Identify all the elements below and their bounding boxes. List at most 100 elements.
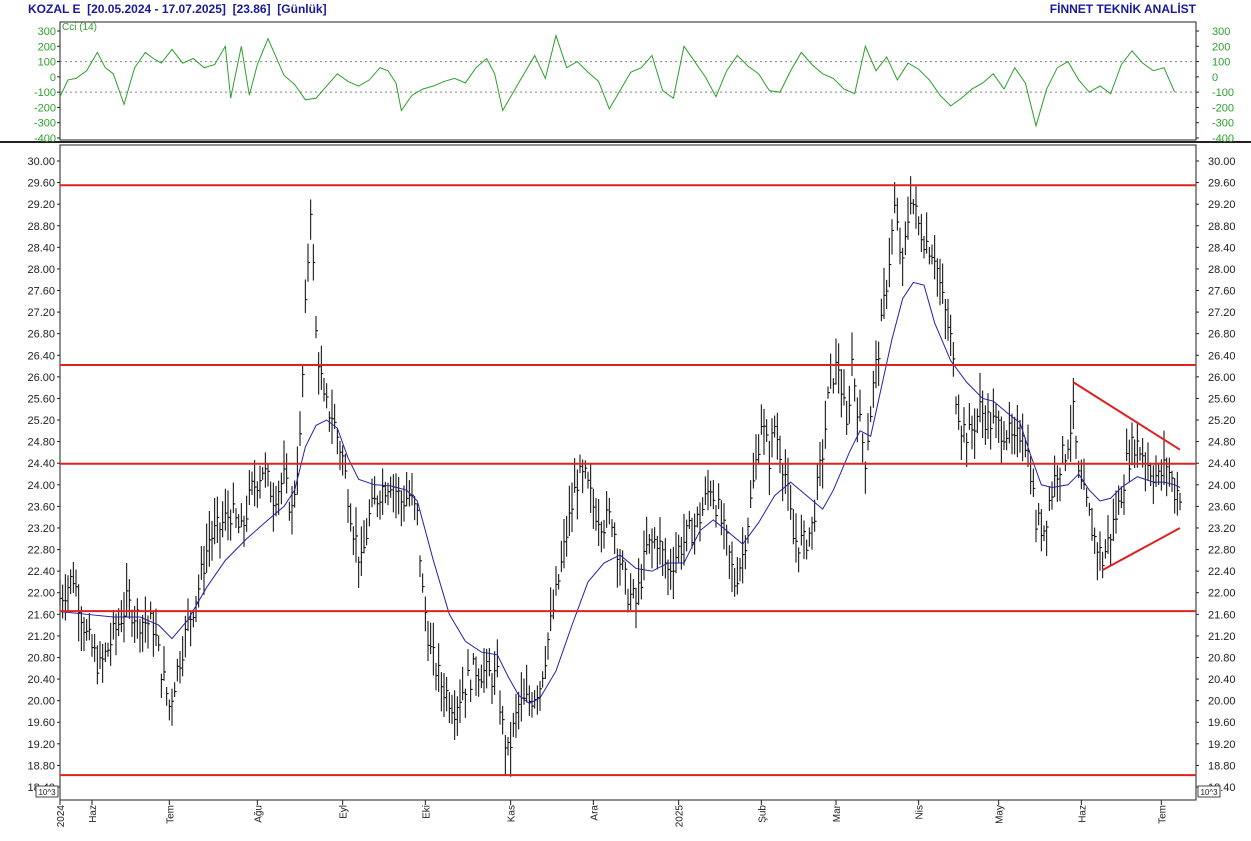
date-range: [20.05.2024 - 17.07.2025] — [87, 2, 226, 16]
cci-tick-label-right: -200 — [1212, 102, 1234, 114]
price-tick-label-right: 24.00 — [1208, 480, 1236, 492]
x-tick-label: Tem — [165, 805, 176, 824]
x-tick-label: Eyl — [339, 805, 350, 819]
price-tick-label-left: 27.60 — [27, 286, 55, 298]
price-tick-label-right: 26.00 — [1208, 372, 1236, 384]
last-price: [23.86] — [232, 2, 271, 16]
cci-tick-label-right: 0 — [1212, 72, 1218, 84]
interval: [Günlük] — [277, 2, 327, 16]
price-tick-label-right: 23.20 — [1208, 523, 1236, 535]
cci-tick-label-left: -200 — [34, 102, 56, 114]
x-tick-label: Mar — [832, 804, 843, 822]
price-tick-label-right: 19.60 — [1208, 717, 1236, 729]
price-tick-label-left: 22.80 — [27, 545, 55, 557]
x-tick-label: Haz — [1077, 805, 1088, 823]
scale-note-box — [1197, 785, 1221, 798]
price-tick-label-left: 19.60 — [27, 717, 55, 729]
cci-tick-label-right: -400 — [1212, 133, 1234, 145]
triangle-upper-line — [1072, 381, 1181, 451]
x-tick-label: Ağu — [253, 805, 264, 823]
scale-note-box — [35, 785, 59, 798]
price-tick-label-right: 22.40 — [1208, 566, 1236, 578]
price-tick-label-left: 25.60 — [27, 393, 55, 405]
chart-header: KOZAL E [20.05.2024 - 17.07.2025] [23.86… — [28, 2, 327, 16]
price-tick-label-left: 21.60 — [27, 609, 55, 621]
x-tick-label: Eki — [421, 805, 432, 819]
price-tick-label-left: 23.60 — [27, 501, 55, 513]
cci-tick-label-left: 0 — [50, 72, 56, 84]
x-tick-label: May — [995, 805, 1006, 824]
x-tick-label: Ara — [589, 805, 600, 821]
price-tick-label-right: 24.40 — [1208, 458, 1236, 470]
price-tick-label-left: 30.00 — [27, 156, 55, 168]
cci-tick-label-right: 200 — [1212, 41, 1230, 53]
x-tick-label: Haz — [88, 805, 99, 823]
price-tick-label-right: 24.80 — [1208, 437, 1236, 449]
price-tick-label-right: 28.40 — [1208, 242, 1236, 254]
price-tick-label-left: 28.00 — [27, 264, 55, 276]
price-tick-label-left: 26.40 — [27, 350, 55, 362]
price-tick-label-right: 19.20 — [1208, 739, 1236, 751]
price-tick-label-left: 28.40 — [27, 242, 55, 254]
price-tick-label-right: 29.20 — [1208, 199, 1236, 211]
price-tick-label-right: 21.20 — [1208, 631, 1236, 643]
price-tick-label-left: 29.20 — [27, 199, 55, 211]
cci-tick-label-right: 300 — [1212, 26, 1230, 38]
price-tick-label-right: 20.40 — [1208, 674, 1236, 686]
x-tick-label: 2024 — [56, 805, 67, 828]
vendor-label: FİNNET TEKNİK ANALİST — [1049, 2, 1196, 16]
price-tick-label-left: 27.20 — [27, 307, 55, 319]
price-tick-label-right: 18.80 — [1208, 760, 1236, 772]
x-tick-label: Kas — [507, 805, 518, 822]
price-tick-label-left: 23.20 — [27, 523, 55, 535]
cci-panel: Cci (14) 300 300 200 200 100 100 0 0 -100 -100 -200… — [34, 22, 1234, 145]
price-tick-label-left: 24.40 — [27, 458, 55, 470]
price-tick-label-right: 28.80 — [1208, 221, 1236, 233]
scale-note: 10^3 — [1200, 788, 1218, 797]
cci-frame — [59, 21, 1197, 141]
price-tick-label-left: 25.20 — [27, 415, 55, 427]
price-tick-label-right: 30.00 — [1208, 156, 1236, 168]
cci-tick-label-right: 100 — [1212, 57, 1230, 69]
cci-tick-label-left: -100 — [34, 87, 56, 99]
price-tick-label-right: 25.20 — [1208, 415, 1236, 427]
price-tick-label-left: 24.80 — [27, 437, 55, 449]
symbol: KOZAL E — [28, 2, 81, 16]
price-tick-label-right: 26.40 — [1208, 350, 1236, 362]
panel-frames — [0, 21, 1251, 801]
cci-tick-label-left: -300 — [34, 118, 56, 130]
x-tick-label: Nis — [915, 805, 926, 819]
price-frame — [59, 144, 1197, 801]
price-tick-label-right: 22.80 — [1208, 545, 1236, 557]
cci-tick-label-left: 200 — [38, 41, 56, 53]
price-tick-label-left: 20.00 — [27, 696, 55, 708]
price-panel — [59, 176, 1196, 777]
price-tick-label-right: 29.60 — [1208, 178, 1236, 190]
price-tick-label-right: 23.60 — [1208, 501, 1236, 513]
x-tick-label: 2025 — [675, 805, 686, 828]
price-tick-label-right: 28.00 — [1208, 264, 1236, 276]
price-tick-label-left: 20.80 — [27, 652, 55, 664]
price-tick-label-left: 18.80 — [27, 760, 55, 772]
price-tick-label-left: 21.20 — [27, 631, 55, 643]
price-tick-label-right: 27.60 — [1208, 286, 1236, 298]
price-tick-label-left: 26.00 — [27, 372, 55, 384]
price-tick-label-left: 22.00 — [27, 588, 55, 600]
price-tick-label-right: 26.80 — [1208, 329, 1236, 341]
cci-tick-label-left: -400 — [34, 133, 56, 145]
price-tick-label-left: 26.80 — [27, 329, 55, 341]
price-tick-label-left: 29.60 — [27, 178, 55, 190]
x-tick-label: Şub — [757, 805, 768, 823]
price-tick-label-right: 20.00 — [1208, 696, 1236, 708]
axes: 30.00 30.00 29.60 29.60 29.20 29.20 28.80 28.80… — [27, 156, 1235, 827]
price-tick-label-right: 25.60 — [1208, 393, 1236, 405]
price-tick-label-left: 28.80 — [27, 221, 55, 233]
price-tick-label-left: 24.00 — [27, 480, 55, 492]
cci-tick-label-left: 300 — [38, 26, 56, 38]
cci-line — [59, 33, 1176, 128]
price-tick-label-right: 27.20 — [1208, 307, 1236, 319]
price-tick-label-right: 21.60 — [1208, 609, 1236, 621]
x-tick-label: Tem — [1157, 805, 1168, 824]
price-tick-label-left: 22.40 — [27, 566, 55, 578]
